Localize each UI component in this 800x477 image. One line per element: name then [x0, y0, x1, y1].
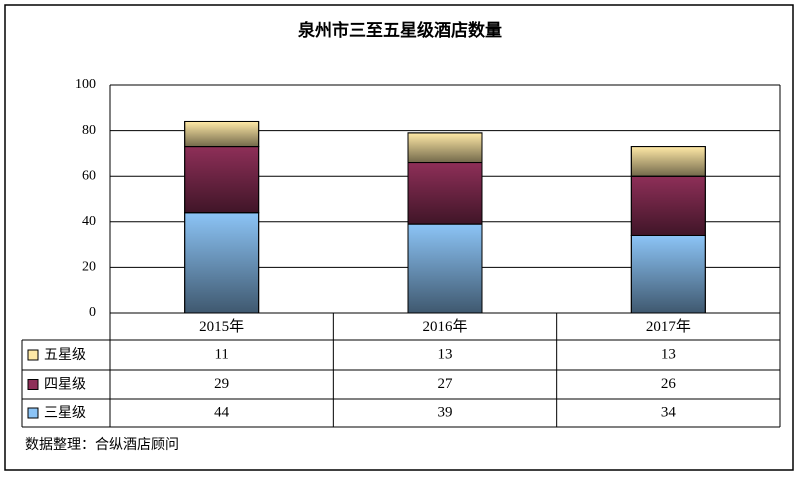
bar-shade	[630, 146, 706, 177]
legend-label: 四星级	[44, 377, 86, 393]
y-tick-label: 0	[89, 305, 96, 320]
table-value: 13	[661, 346, 676, 362]
table-value: 44	[214, 404, 230, 420]
table-value: 13	[438, 346, 453, 362]
y-tick-label: 20	[82, 260, 96, 275]
bar-shade	[184, 146, 260, 214]
table-value: 39	[438, 404, 453, 420]
bar-shade	[630, 175, 706, 236]
legend-label: 五星级	[44, 347, 86, 363]
bar-shade	[407, 132, 483, 164]
table-value: 27	[438, 376, 454, 392]
chart-title: 泉州市三至五星级酒店数量	[297, 20, 502, 41]
legend-swatch	[27, 349, 39, 361]
legend-label: 三星级	[44, 405, 86, 421]
table-value: 26	[661, 376, 677, 392]
x-tick-label: 2015年	[199, 318, 244, 335]
table-value: 29	[214, 376, 229, 392]
y-tick-label: 40	[82, 214, 96, 229]
bar-shade	[184, 212, 260, 314]
x-tick-label: 2017年	[646, 318, 691, 335]
legend-swatch	[27, 379, 39, 390]
y-tick-label: 80	[82, 123, 96, 138]
bar-shade	[630, 234, 706, 314]
y-tick-label: 60	[82, 168, 96, 183]
table-value: 11	[214, 346, 228, 362]
source-note: 数据整理：合纵酒店顾问	[25, 437, 179, 453]
x-tick-label: 2016年	[422, 318, 467, 335]
legend-swatch	[27, 407, 39, 419]
bar-shade	[407, 162, 483, 225]
bar-shade	[407, 223, 483, 314]
table-value: 34	[661, 404, 677, 420]
y-tick-label: 100	[75, 77, 96, 92]
bar-shade	[184, 120, 260, 148]
